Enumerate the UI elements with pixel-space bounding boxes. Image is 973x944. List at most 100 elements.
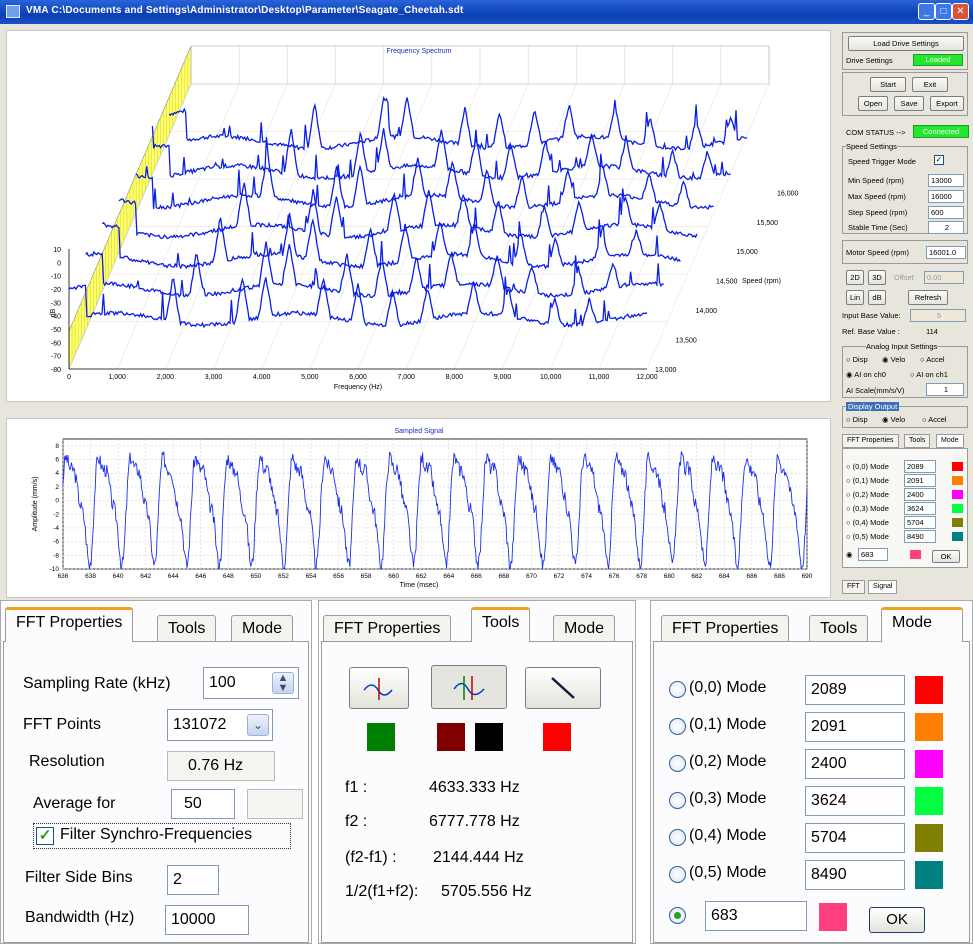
tab-fft-bottom[interactable]: FFT xyxy=(842,580,865,594)
custom-mode-color-swatch[interactable] xyxy=(819,903,847,931)
tab-tools-3[interactable]: Tools xyxy=(809,615,869,641)
tab-fft-properties-2[interactable]: FFT Properties xyxy=(323,615,452,641)
cursor-dual-button[interactable] xyxy=(431,665,507,709)
filter-side-bins-input[interactable]: 2 xyxy=(167,865,219,895)
ai-ch1-radio[interactable]: ○ AI on ch1 xyxy=(910,370,948,379)
filter-synchro-checkbox[interactable]: ✓ Filter Synchro-Frequencies xyxy=(33,823,291,849)
mode-color-swatch[interactable] xyxy=(915,824,943,852)
tab-fft-properties[interactable]: FFT Properties xyxy=(5,607,134,642)
display-disp-radio[interactable]: ○ Disp xyxy=(846,415,868,424)
maximize-button[interactable]: □ xyxy=(935,3,952,20)
tab-fft-properties-small[interactable]: FFT Properties xyxy=(842,434,899,448)
mode-radio[interactable] xyxy=(669,829,686,846)
analog-disp-radio[interactable]: ○ Disp xyxy=(846,355,868,364)
mode-value-small[interactable]: 5704 xyxy=(904,516,936,529)
mode-radio-small[interactable]: ○ (0,4) Mode xyxy=(846,518,889,527)
exit-button[interactable]: Exit xyxy=(912,77,948,92)
mode-color-small[interactable] xyxy=(952,504,963,513)
mode-value-small[interactable]: 8490 xyxy=(904,530,936,543)
start-button[interactable]: Start xyxy=(870,77,906,92)
stable-time-input[interactable]: 2 xyxy=(928,221,964,234)
ai-ch0-radio[interactable]: ◉ AI on ch0 xyxy=(846,370,886,379)
export-button[interactable]: Export xyxy=(930,96,964,111)
mode-radio[interactable] xyxy=(669,792,686,809)
min-speed-input[interactable]: 13000 xyxy=(928,174,964,187)
cursor1-color-swatch[interactable] xyxy=(367,723,395,751)
bandwidth-input[interactable]: 10000 xyxy=(165,905,249,935)
open-button[interactable]: Open xyxy=(858,96,888,111)
analog-accel-radio[interactable]: ○ Accel xyxy=(920,355,945,364)
tab-tools[interactable]: Tools xyxy=(157,615,217,641)
step-speed-input[interactable]: 600 xyxy=(928,206,964,219)
trigger-mode-checkbox[interactable]: ✓ xyxy=(934,155,944,165)
sampling-rate-spinner[interactable]: 100 ▲ ▼ xyxy=(203,667,299,699)
mode-value-small[interactable]: 3624 xyxy=(904,502,936,515)
custom-mode-radio[interactable] xyxy=(669,907,686,924)
mode-radio-small[interactable]: ○ (0,2) Mode xyxy=(846,490,889,499)
load-drive-settings-button[interactable]: Load Drive Settings xyxy=(848,36,964,51)
display-accel-radio[interactable]: ○ Accel xyxy=(922,415,947,424)
mode-color-swatch[interactable] xyxy=(915,861,943,889)
cursor2b-color-swatch[interactable] xyxy=(475,723,503,751)
lin-button[interactable]: Lin xyxy=(846,290,864,305)
offset-input[interactable]: 0.00 xyxy=(924,271,964,284)
mode-radio-small[interactable]: ○ (0,5) Mode xyxy=(846,532,889,541)
mode-radio-small[interactable]: ○ (0,0) Mode xyxy=(846,462,889,471)
line-color-swatch[interactable] xyxy=(543,723,571,751)
spinner-arrows-icon[interactable]: ▲ ▼ xyxy=(272,672,294,694)
mode-color-small[interactable] xyxy=(952,462,963,471)
tab-mode-2[interactable]: Mode xyxy=(553,615,616,641)
mode-color-swatch[interactable] xyxy=(915,787,943,815)
mode-value-input[interactable]: 2089 xyxy=(805,675,905,705)
custom-mode-input[interactable]: 683 xyxy=(705,901,807,931)
3d-button[interactable]: 3D xyxy=(868,270,886,285)
mode-radio[interactable] xyxy=(669,718,686,735)
mode-radio[interactable] xyxy=(669,681,686,698)
mode-color-small[interactable] xyxy=(952,490,963,499)
input-base-input[interactable]: 5 xyxy=(910,309,966,322)
ok-button[interactable]: OK xyxy=(869,907,925,933)
analog-velo-radio[interactable]: ◉ Velo xyxy=(882,355,906,364)
tab-mode-3[interactable]: Mode xyxy=(881,607,963,642)
refresh-button[interactable]: Refresh xyxy=(908,290,948,305)
close-button[interactable]: ✕ xyxy=(952,3,969,20)
mode-value-input[interactable]: 2400 xyxy=(805,749,905,779)
tab-tools-small[interactable]: Tools xyxy=(904,434,931,448)
mode-color-swatch[interactable] xyxy=(915,713,943,741)
mode-radio-small[interactable]: ○ (0,1) Mode xyxy=(846,476,889,485)
mode-color-small[interactable] xyxy=(952,532,963,541)
custom-mode-radio-small[interactable]: ◉ xyxy=(846,550,853,559)
mode-color-small[interactable] xyxy=(952,518,963,527)
tab-mode-small[interactable]: Mode xyxy=(936,434,964,448)
minimize-button[interactable]: _ xyxy=(918,3,935,20)
tab-fft-properties-3[interactable]: FFT Properties xyxy=(661,615,790,641)
mode-radio[interactable] xyxy=(669,755,686,772)
tab-signal-bottom[interactable]: Signal xyxy=(868,580,898,594)
save-button[interactable]: Save xyxy=(894,96,924,111)
mode-value-input[interactable]: 8490 xyxy=(805,860,905,890)
mode-radio-small[interactable]: ○ (0,3) Mode xyxy=(846,504,889,513)
mode-value-input[interactable]: 5704 xyxy=(805,823,905,853)
ai-scale-input[interactable]: 1 xyxy=(926,383,964,396)
mode-value-input[interactable]: 2091 xyxy=(805,712,905,742)
cursor2a-color-swatch[interactable] xyxy=(437,723,465,751)
mode-value-input[interactable]: 3624 xyxy=(805,786,905,816)
chevron-down-icon[interactable]: ⌄ xyxy=(247,714,269,736)
mode-color-swatch[interactable] xyxy=(915,676,943,704)
custom-mode-input-small[interactable]: 683 xyxy=(858,548,888,561)
tab-mode[interactable]: Mode xyxy=(231,615,294,641)
max-speed-input[interactable]: 16000 xyxy=(928,190,964,203)
db-button[interactable]: dB xyxy=(868,290,886,305)
mode-color-small[interactable] xyxy=(952,476,963,485)
ok-button-small[interactable]: OK xyxy=(932,550,960,563)
tab-tools-2[interactable]: Tools xyxy=(471,607,531,642)
average-input[interactable]: 50 xyxy=(171,789,235,819)
mode-value-small[interactable]: 2400 xyxy=(904,488,936,501)
mode-value-small[interactable]: 2091 xyxy=(904,474,936,487)
mode-radio[interactable] xyxy=(669,866,686,883)
fft-points-select[interactable]: 131072 ⌄ xyxy=(167,709,273,741)
line-tool-button[interactable] xyxy=(525,667,601,709)
custom-mode-color-small[interactable] xyxy=(910,550,921,559)
2d-button[interactable]: 2D xyxy=(846,270,864,285)
mode-color-swatch[interactable] xyxy=(915,750,943,778)
